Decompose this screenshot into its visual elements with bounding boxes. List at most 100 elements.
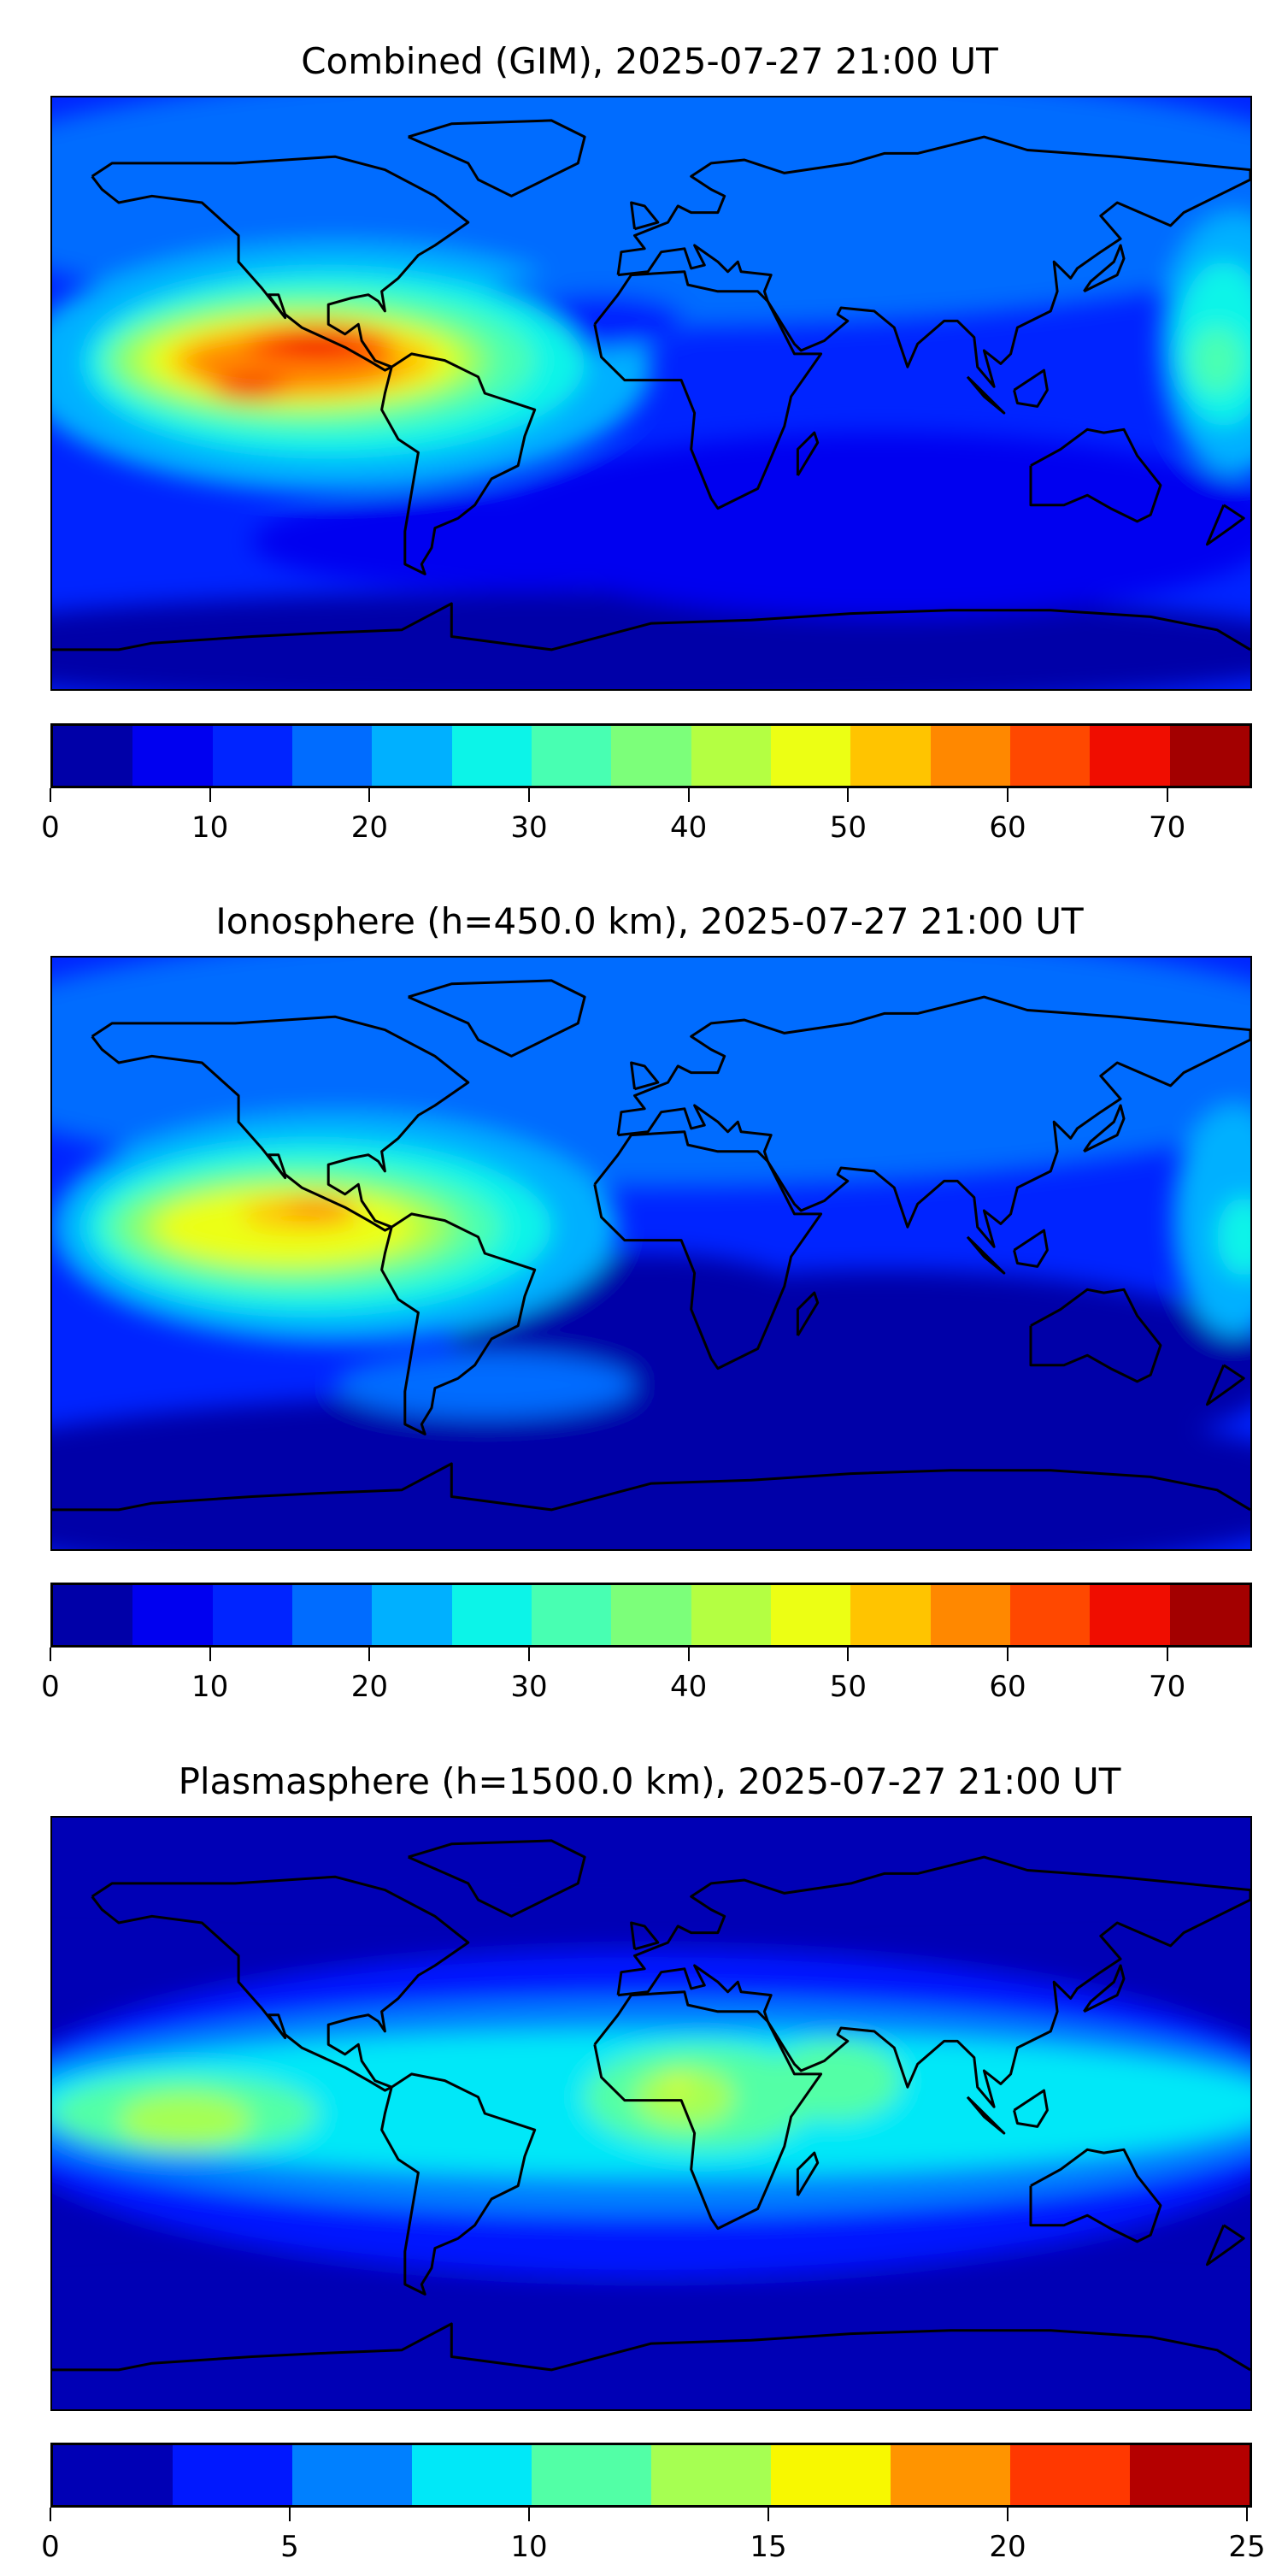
colorbar-tick-mark: [528, 2508, 530, 2521]
contour-fill-group: [52, 97, 1250, 689]
map-plasmasphere-plot: [52, 1818, 1250, 2409]
colorbar-tick-mark: [289, 2508, 291, 2521]
colorbar-segment: [1169, 726, 1250, 786]
contour-region: [1217, 1197, 1250, 1276]
colorbar-ionosphere: [50, 1583, 1252, 1648]
colorbar-tick-mark: [1007, 788, 1009, 802]
coastline: [408, 119, 586, 197]
colorbar-segment: [1130, 2445, 1250, 2505]
coastline: [1029, 427, 1162, 523]
contour-fill-group: [52, 958, 1250, 1549]
chart-title-ionosphere: Ionosphere (h=450.0 km), 2025-07-27 21:0…: [215, 900, 1084, 942]
contour-region: [1190, 327, 1244, 393]
coastline: [1013, 1229, 1049, 1268]
colorbar-segment: [1090, 726, 1170, 786]
colorbar-segment: [292, 2445, 412, 2505]
colorbar-segment: [291, 726, 373, 786]
coastline: [408, 979, 586, 1058]
colorbar-segment: [611, 1585, 691, 1645]
colorbar-tick-label: 60: [989, 1670, 1026, 1704]
coastline: [966, 375, 1006, 415]
colorbar-tick-mark: [767, 2508, 769, 2521]
colorbar-tick-label: 70: [1149, 811, 1186, 845]
coastline: [1029, 1288, 1162, 1383]
coastline: [52, 602, 1250, 651]
coastline: [1013, 2089, 1049, 2128]
colorbar-ticks-combined: 0 10 20 30 40 50 60 70: [41, 788, 1247, 857]
colorbar-tick-label: 60: [989, 811, 1026, 845]
coastline: [1083, 1104, 1126, 1153]
colorbar-tick-label: 25: [1228, 2530, 1266, 2564]
colorbar-tick-label: 30: [510, 811, 548, 845]
contour-region: [232, 380, 273, 393]
contour-region: [251, 492, 785, 591]
colorbar-tick-mark: [687, 1648, 690, 1661]
colorbar-segment: [1009, 1585, 1091, 1645]
colorbar-tick-mark: [50, 1648, 51, 1661]
contour-region: [118, 2093, 252, 2147]
coastline: [380, 352, 537, 575]
coastline: [91, 155, 470, 372]
colorbar-segment: [850, 726, 931, 786]
colorbar-tick-label: 70: [1149, 1670, 1186, 1704]
coastline: [796, 2151, 820, 2196]
colorbar-tick-label: 40: [670, 811, 708, 845]
colorbar-tick-mark: [1246, 2508, 1248, 2521]
coastline: [630, 201, 660, 231]
contour-region: [335, 1352, 635, 1418]
colorbar-segment: [212, 726, 292, 786]
colorbar-tick-label: 5: [280, 2530, 299, 2564]
colorbar-segment: [531, 1585, 612, 1645]
colorbar-tick-label: 10: [191, 811, 229, 845]
colorbar-segment: [173, 2445, 292, 2505]
colorbar-segment: [930, 1585, 1010, 1645]
colorbar-segment: [770, 1585, 851, 1645]
map-plasmasphere: [50, 1816, 1252, 2411]
coastline: [380, 1212, 537, 1435]
colorbar-segment: [53, 2445, 173, 2505]
colorbar-tick-mark: [368, 788, 371, 802]
colorbar-tick-mark: [50, 788, 51, 802]
colorbar-tick-mark: [368, 1648, 371, 1661]
map-ionosphere: [50, 956, 1252, 1551]
map-combined-plot: [52, 97, 1250, 689]
contour-region: [667, 2080, 688, 2094]
colorbar-segment: [850, 1585, 931, 1645]
coastline: [966, 1235, 1006, 1275]
coastline: [52, 1462, 1250, 1512]
colorbar-tick-mark: [687, 788, 690, 802]
colorbar-tick-label: 10: [191, 1670, 229, 1704]
coastline: [380, 2072, 537, 2296]
colorbar-segment: [132, 1585, 213, 1645]
colorbar-segment: [771, 2445, 891, 2505]
colorbar-segment: [53, 726, 133, 786]
colorbar-tick-label: 30: [510, 1670, 548, 1704]
colorbar-tick-label: 40: [670, 1670, 708, 1704]
coastline: [616, 995, 1250, 1248]
colorbar-segment: [291, 1585, 373, 1645]
coastline: [630, 1921, 660, 1951]
colorbar-segment: [412, 2445, 532, 2505]
colorbar-combined: [50, 723, 1252, 788]
colorbar-tick-label: 20: [350, 1670, 388, 1704]
contour-fill-group: [52, 1818, 1250, 2409]
contour-region: [1173, 1105, 1250, 1336]
colorbar-tick-label: 50: [829, 1670, 867, 1704]
coastline: [1013, 368, 1049, 408]
chart-title-plasmasphere: Plasmasphere (h=1500.0 km), 2025-07-27 2…: [178, 1760, 1121, 1802]
colorbar-tick-mark: [50, 2508, 51, 2521]
colorbar-plasmasphere: [50, 2443, 1252, 2508]
colorbar-segment: [53, 1585, 133, 1645]
map-combined: [50, 96, 1252, 691]
coastline: [408, 1839, 586, 1918]
colorbar-tick-mark: [209, 1648, 211, 1661]
coastline: [616, 1855, 1250, 2108]
coastline: [1029, 2148, 1162, 2243]
coastline: [1205, 1364, 1245, 1406]
colorbar-segment: [372, 726, 452, 786]
colorbar-segment: [532, 2445, 651, 2505]
colorbar-tick-label: 0: [41, 811, 60, 845]
coastline: [1205, 504, 1245, 546]
colorbar-tick-mark: [209, 788, 211, 802]
chart-title-combined: Combined (GIM), 2025-07-27 21:00 UT: [301, 40, 998, 82]
